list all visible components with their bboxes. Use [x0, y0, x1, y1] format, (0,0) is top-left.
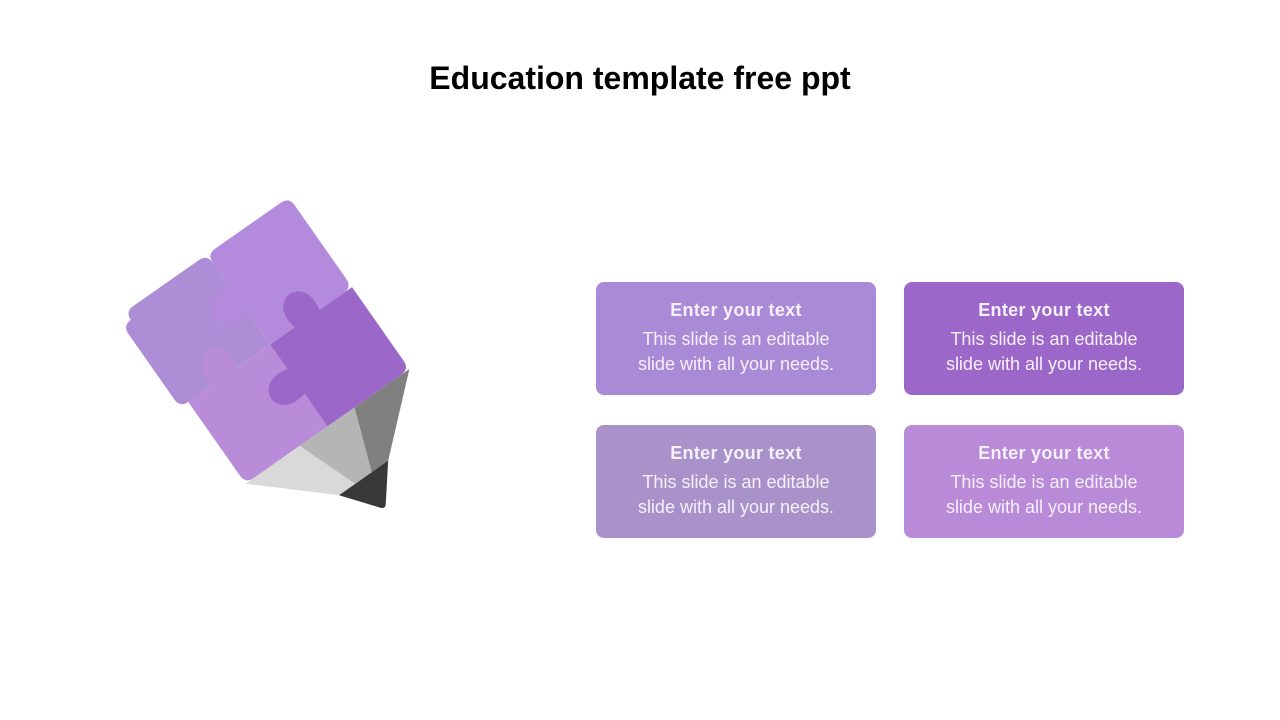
- content-area: Enter your text This slide is an editabl…: [0, 200, 1280, 620]
- pencil-puzzle-icon: [96, 200, 536, 620]
- card-title: Enter your text: [624, 443, 848, 464]
- card-body: This slide is an editable slide with all…: [624, 327, 848, 377]
- info-card-3: Enter your text This slide is an editabl…: [596, 425, 876, 538]
- info-card-2: Enter your text This slide is an editabl…: [904, 282, 1184, 395]
- info-card-1: Enter your text This slide is an editabl…: [596, 282, 876, 395]
- card-body: This slide is an editable slide with all…: [932, 470, 1156, 520]
- pencil-puzzle-graphic: [96, 200, 536, 620]
- info-card-4: Enter your text This slide is an editabl…: [904, 425, 1184, 538]
- slide-title: Education template free ppt: [0, 60, 1280, 97]
- card-title: Enter your text: [624, 300, 848, 321]
- card-body: This slide is an editable slide with all…: [624, 470, 848, 520]
- cards-grid: Enter your text This slide is an editabl…: [596, 282, 1184, 539]
- card-body: This slide is an editable slide with all…: [932, 327, 1156, 377]
- card-title: Enter your text: [932, 443, 1156, 464]
- card-title: Enter your text: [932, 300, 1156, 321]
